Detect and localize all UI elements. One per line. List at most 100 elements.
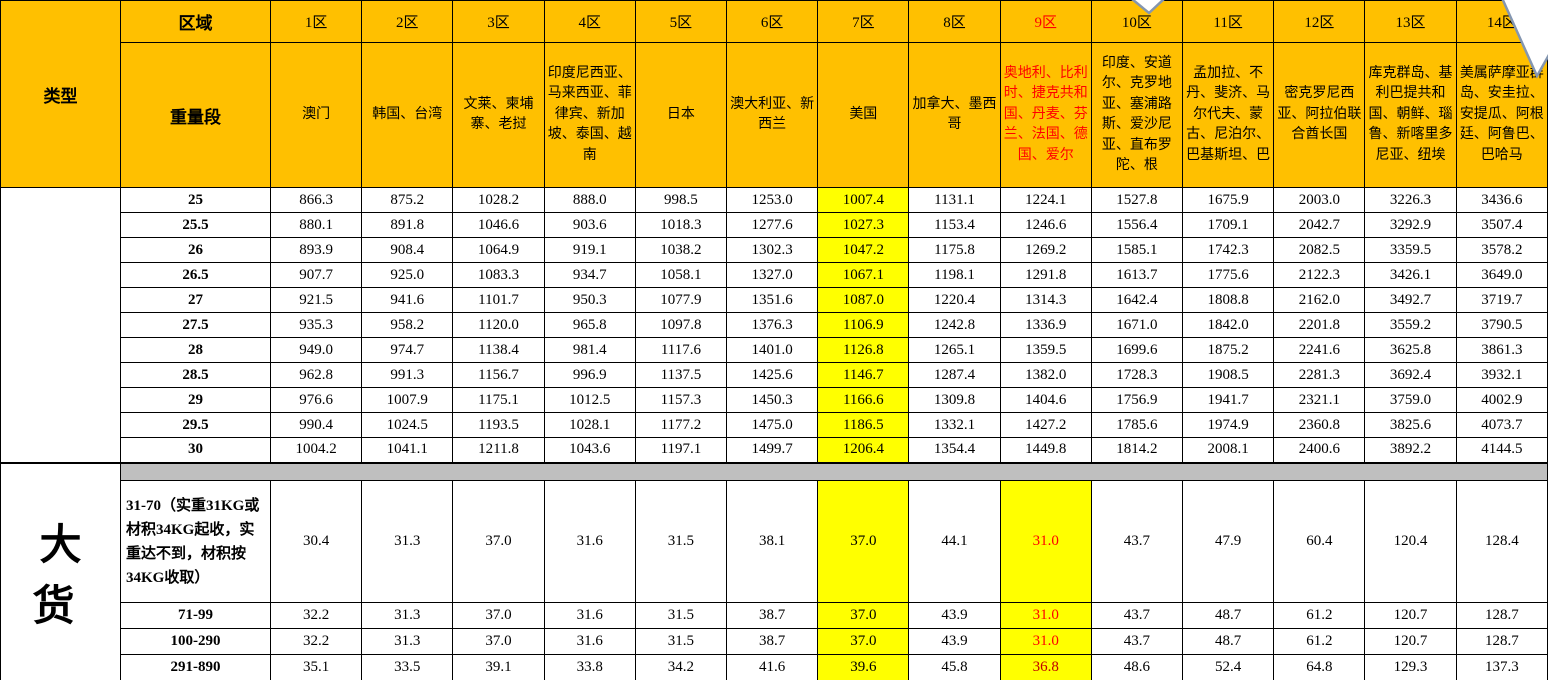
weight-range-cell[interactable]: 71-99 — [120, 602, 271, 629]
rate-cell[interactable]: 3892.2 — [1364, 437, 1457, 463]
rate-cell[interactable]: 3359.5 — [1364, 237, 1457, 263]
rate-cell[interactable]: 3692.4 — [1364, 362, 1457, 388]
weight-range-cell[interactable]: 29.5 — [120, 412, 271, 438]
rate-cell[interactable]: 991.3 — [361, 362, 454, 388]
rate-cell[interactable]: 1146.7 — [817, 362, 910, 388]
rate-cell[interactable]: 921.5 — [269, 287, 363, 313]
rate-cell[interactable]: 2003.0 — [1273, 187, 1366, 213]
zone-countries-cell[interactable]: 印度、安道尔、克罗地亚、塞浦路斯、爱沙尼亚、直布罗陀、根 — [1090, 42, 1184, 188]
rate-cell[interactable]: 1041.1 — [361, 437, 454, 463]
rate-cell[interactable]: 4073.7 — [1455, 412, 1548, 438]
rate-cell[interactable]: 61.2 — [1273, 602, 1366, 629]
rate-cell[interactable]: 965.8 — [543, 312, 636, 338]
weight-segment-header[interactable]: 重量段 — [120, 42, 271, 188]
zone-header[interactable]: 9区 — [999, 0, 1092, 43]
rate-cell[interactable]: 1382.0 — [999, 362, 1092, 388]
zone-countries-cell[interactable]: 澳门 — [269, 42, 363, 188]
rate-cell[interactable]: 1974.9 — [1182, 412, 1275, 438]
rate-cell[interactable]: 37.0 — [817, 602, 910, 629]
rate-cell[interactable]: 893.9 — [269, 237, 363, 263]
zone-header[interactable]: 8区 — [908, 0, 1001, 43]
weight-range-cell[interactable]: 29 — [120, 387, 271, 413]
rate-cell[interactable]: 1291.8 — [999, 262, 1092, 288]
rate-cell[interactable]: 1246.6 — [999, 212, 1092, 238]
rate-cell[interactable]: 935.3 — [269, 312, 363, 338]
zone-countries-cell[interactable]: 库克群岛、基利巴提共和国、朝鲜、瑙鲁、新喀里多尼亚、纽埃 — [1364, 42, 1457, 188]
rate-cell[interactable]: 998.5 — [634, 187, 728, 213]
rate-cell[interactable]: 128.4 — [1455, 480, 1548, 603]
rate-cell[interactable]: 43.7 — [1090, 602, 1184, 629]
rate-cell[interactable]: 1404.6 — [999, 387, 1092, 413]
rate-cell[interactable]: 120.7 — [1364, 602, 1457, 629]
rate-cell[interactable]: 48.6 — [1090, 654, 1184, 680]
rate-cell[interactable]: 1699.6 — [1090, 337, 1184, 363]
rate-cell[interactable]: 1527.8 — [1090, 187, 1184, 213]
zone-header[interactable]: 1区 — [269, 0, 363, 43]
rate-cell[interactable]: 48.7 — [1182, 628, 1275, 655]
rate-cell[interactable]: 962.8 — [269, 362, 363, 388]
rate-cell[interactable]: 1728.3 — [1090, 362, 1184, 388]
rate-cell[interactable]: 1083.3 — [452, 262, 545, 288]
rate-cell[interactable]: 1077.9 — [634, 287, 728, 313]
rate-cell[interactable]: 1138.4 — [452, 337, 545, 363]
rate-cell[interactable]: 1175.1 — [452, 387, 545, 413]
zone-header[interactable]: 14区 — [1455, 0, 1548, 43]
rate-cell[interactable]: 31.5 — [634, 602, 728, 629]
rate-cell[interactable]: 1585.1 — [1090, 237, 1184, 263]
rate-cell[interactable]: 1177.2 — [634, 412, 728, 438]
rate-cell[interactable]: 976.6 — [269, 387, 363, 413]
weight-range-cell[interactable]: 25.5 — [120, 212, 271, 238]
rate-cell[interactable]: 1198.1 — [908, 262, 1001, 288]
rate-cell[interactable]: 1908.5 — [1182, 362, 1275, 388]
rate-cell[interactable]: 31.0 — [999, 480, 1092, 603]
rate-cell[interactable]: 1332.1 — [908, 412, 1001, 438]
rate-cell[interactable]: 31.0 — [999, 602, 1092, 629]
rate-cell[interactable]: 3426.1 — [1364, 262, 1457, 288]
rate-cell[interactable]: 1354.4 — [908, 437, 1001, 463]
rate-cell[interactable]: 891.8 — [361, 212, 454, 238]
rate-cell[interactable]: 996.9 — [543, 362, 636, 388]
rate-cell[interactable]: 1671.0 — [1090, 312, 1184, 338]
rate-cell[interactable]: 3719.7 — [1455, 287, 1548, 313]
rate-cell[interactable]: 866.3 — [269, 187, 363, 213]
rate-cell[interactable]: 37.0 — [817, 628, 910, 655]
rate-cell[interactable]: 2281.3 — [1273, 362, 1366, 388]
rate-cell[interactable]: 38.1 — [726, 480, 819, 603]
rate-cell[interactable]: 30.4 — [269, 480, 363, 603]
rate-cell[interactable]: 981.4 — [543, 337, 636, 363]
weight-range-cell[interactable]: 28.5 — [120, 362, 271, 388]
rate-cell[interactable]: 1351.6 — [726, 287, 819, 313]
rate-cell[interactable]: 36.8 — [999, 654, 1092, 680]
zone-header[interactable]: 11区 — [1182, 0, 1275, 43]
rate-cell[interactable]: 31.3 — [361, 480, 454, 603]
rate-cell[interactable]: 43.7 — [1090, 480, 1184, 603]
rate-cell[interactable]: 129.3 — [1364, 654, 1457, 680]
rate-cell[interactable]: 37.0 — [452, 480, 545, 603]
rate-cell[interactable]: 39.1 — [452, 654, 545, 680]
rate-cell[interactable]: 1027.3 — [817, 212, 910, 238]
rate-cell[interactable]: 1064.9 — [452, 237, 545, 263]
region-header[interactable]: 区域 — [120, 0, 271, 43]
rate-cell[interactable]: 1043.6 — [543, 437, 636, 463]
rate-cell[interactable]: 41.6 — [726, 654, 819, 680]
rate-cell[interactable]: 875.2 — [361, 187, 454, 213]
rate-cell[interactable]: 1047.2 — [817, 237, 910, 263]
rate-cell[interactable]: 1004.2 — [269, 437, 363, 463]
rate-cell[interactable]: 1742.3 — [1182, 237, 1275, 263]
rate-cell[interactable]: 31.0 — [999, 628, 1092, 655]
rate-cell[interactable]: 1206.4 — [817, 437, 910, 463]
rate-cell[interactable]: 1131.1 — [908, 187, 1001, 213]
rate-cell[interactable]: 1242.8 — [908, 312, 1001, 338]
rate-cell[interactable]: 990.4 — [269, 412, 363, 438]
rate-cell[interactable]: 1097.8 — [634, 312, 728, 338]
rate-cell[interactable]: 1450.3 — [726, 387, 819, 413]
zone-countries-cell[interactable]: 文莱、柬埔寨、老挝 — [452, 42, 545, 188]
rate-cell[interactable]: 1046.6 — [452, 212, 545, 238]
zone-countries-cell[interactable]: 密克罗尼西亚、阿拉伯联合酋长国 — [1273, 42, 1366, 188]
rate-cell[interactable]: 1007.4 — [817, 187, 910, 213]
rate-cell[interactable]: 31.6 — [543, 480, 636, 603]
rate-cell[interactable]: 2360.8 — [1273, 412, 1366, 438]
zone-header[interactable]: 10区 — [1090, 0, 1184, 43]
rate-cell[interactable]: 2082.5 — [1273, 237, 1366, 263]
rate-cell[interactable]: 4002.9 — [1455, 387, 1548, 413]
